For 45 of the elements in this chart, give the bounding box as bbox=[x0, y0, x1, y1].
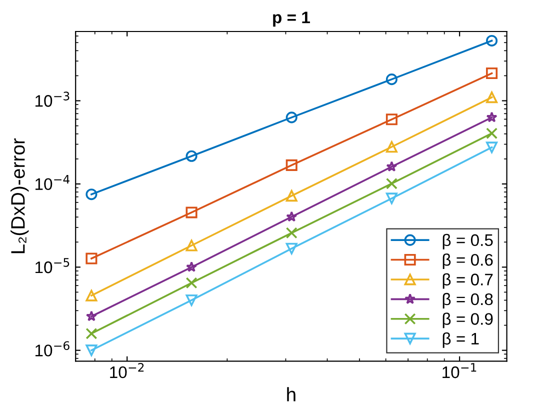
point bbox=[286, 190, 298, 202]
point bbox=[486, 142, 498, 154]
y-axis-title: L₂(DxD)-error bbox=[10, 138, 29, 254]
point bbox=[86, 328, 98, 340]
legend-label: β = 1 bbox=[442, 332, 479, 348]
point bbox=[86, 310, 97, 322]
legend-label: β = 0.7 bbox=[442, 273, 493, 289]
point bbox=[386, 141, 398, 153]
point bbox=[486, 128, 498, 140]
point bbox=[486, 34, 498, 46]
point bbox=[86, 290, 98, 302]
point bbox=[386, 178, 398, 190]
point bbox=[286, 242, 298, 254]
point bbox=[386, 74, 398, 86]
point bbox=[186, 277, 198, 289]
x-tick-label: 10$^{−1}$ bbox=[442, 363, 476, 378]
chart-title: p = 1 bbox=[273, 12, 310, 27]
point bbox=[186, 261, 198, 272]
point bbox=[186, 294, 198, 306]
point bbox=[186, 206, 198, 218]
y-tick-label: 10$^{−3}$ bbox=[36, 92, 70, 107]
legend-label: β = 0.6 bbox=[442, 254, 493, 270]
y-tick-label: 10$^{−6}$ bbox=[36, 341, 70, 356]
point bbox=[386, 192, 398, 204]
point bbox=[486, 92, 498, 104]
legend-label: β = 0.8 bbox=[442, 292, 493, 308]
point bbox=[186, 240, 198, 252]
point bbox=[286, 227, 298, 239]
point bbox=[286, 159, 298, 171]
point bbox=[86, 344, 98, 356]
point bbox=[86, 252, 98, 264]
y-tick-label: 10$^{−5}$ bbox=[36, 258, 70, 274]
point bbox=[486, 68, 498, 80]
legend-label: β = 0.9 bbox=[442, 312, 493, 328]
y-tick-label: 10$^{−4}$ bbox=[36, 174, 70, 190]
point bbox=[286, 112, 298, 124]
point bbox=[386, 114, 398, 126]
point bbox=[86, 188, 98, 200]
point bbox=[486, 112, 498, 122]
x-tick-label: 10$^{−2}$ bbox=[110, 362, 144, 378]
point bbox=[386, 160, 398, 172]
point bbox=[186, 150, 198, 162]
legend-label: β = 0.5 bbox=[442, 234, 493, 250]
point bbox=[286, 211, 298, 222]
x-axis-title: h bbox=[287, 387, 296, 402]
